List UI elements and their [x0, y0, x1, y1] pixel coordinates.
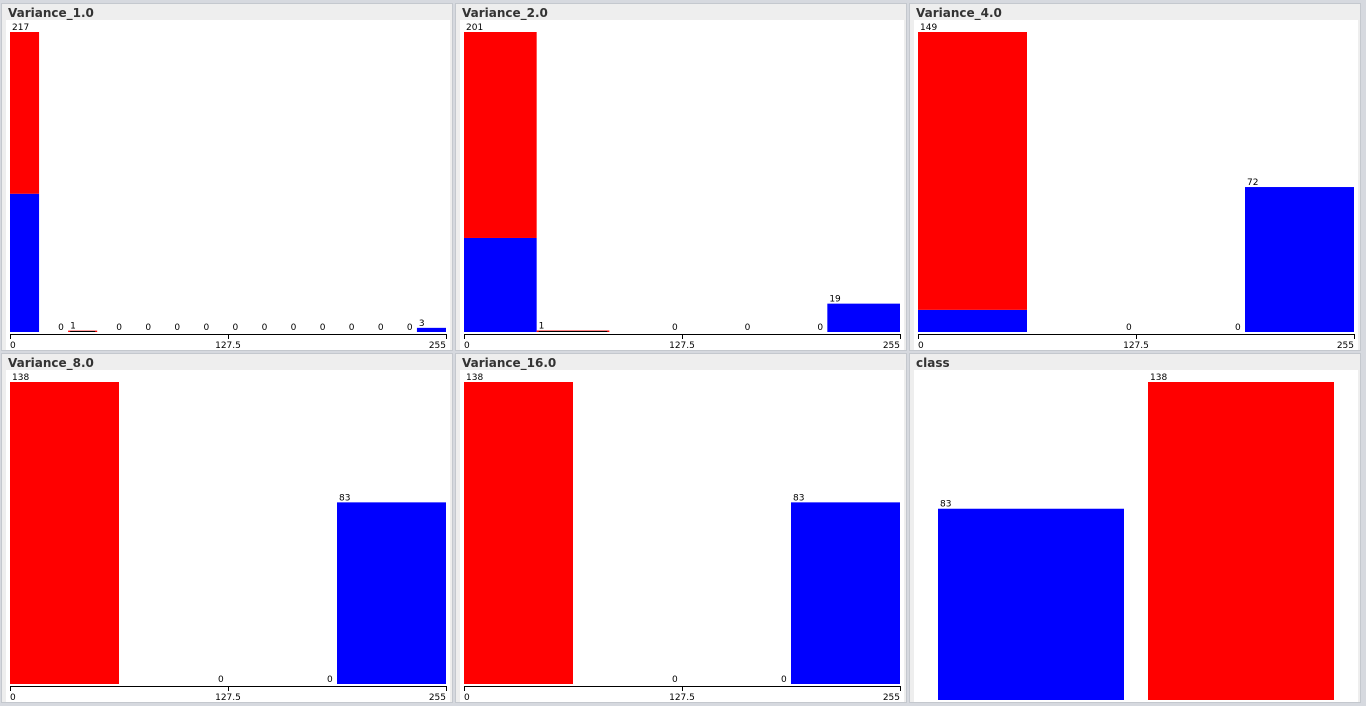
bar-segment-class-b	[10, 382, 119, 684]
bar-segment-class-a	[918, 309, 1027, 332]
bar-count-label: 0	[817, 323, 823, 333]
histogram-panel-variance-16: Variance_16.0 138 0 0 83 0 127.5 255	[455, 353, 907, 703]
histogram-panel-class: class 83 138	[909, 353, 1361, 703]
bar-count-label: 0	[291, 323, 297, 333]
x-axis-tick-label: 0	[464, 341, 470, 350]
x-axis-tick-label: 127.5	[215, 341, 241, 350]
panel-title: Variance_4.0	[916, 6, 1002, 20]
bar-segment-class-b	[464, 32, 537, 238]
x-axis-tick-label: 255	[429, 693, 446, 702]
panel-title: Variance_2.0	[462, 6, 548, 20]
x-axis-tick-label: 0	[10, 341, 16, 350]
bar-segment-class-a	[791, 502, 900, 684]
bar-count-label: 1	[70, 322, 76, 332]
bar-count-label: 0	[672, 323, 678, 333]
bar-count-label: 149	[920, 23, 937, 33]
panel-title: class	[916, 356, 950, 370]
bar-count-label: 0	[745, 323, 751, 333]
bar-count-label: 0	[320, 323, 326, 333]
x-axis-tick-label: 0	[918, 341, 924, 350]
bar-count-label: 0	[327, 675, 333, 685]
x-axis-tick-label: 0	[10, 693, 16, 702]
bar-count-label: 0	[218, 675, 224, 685]
x-axis-tick-label: 127.5	[215, 693, 241, 702]
bar-count-label: 138	[1150, 373, 1167, 383]
bar-segment-class-a	[10, 193, 40, 332]
bar-count-label: 138	[466, 373, 483, 383]
bar-count-label: 3	[419, 319, 425, 329]
bar-count-label: 0	[1126, 323, 1132, 333]
histogram-plot: 138 0 0 83 0 127.5 255	[460, 370, 904, 702]
bar-segment-class-a	[1245, 187, 1354, 332]
histogram-panel-variance-8: Variance_8.0 138 0 0 83 0 127.5 255	[1, 353, 453, 703]
histogram-plot: 149 0 0 72 0 127.5 255	[914, 20, 1358, 350]
bar-count-label: 0	[233, 323, 239, 333]
x-axis-tick-label: 255	[883, 341, 900, 350]
bar-count-label: 0	[145, 323, 151, 333]
bar-count-label: 83	[940, 500, 951, 510]
histogram-plot: 138 0 0 83 0 127.5 255	[6, 370, 450, 702]
x-axis-tick-label: 127.5	[669, 341, 695, 350]
x-axis-tick-label: 255	[1337, 341, 1354, 350]
bar-count-label: 0	[262, 323, 268, 333]
panel-title: Variance_1.0	[8, 6, 94, 20]
bar-count-label: 0	[174, 323, 180, 333]
panel-title: Variance_8.0	[8, 356, 94, 370]
bar-count-label: 0	[203, 323, 209, 333]
bar-segment-class-b	[918, 32, 1027, 310]
bar-count-label: 0	[672, 675, 678, 685]
bar-count-label: 201	[466, 23, 483, 33]
bar-segment-class-b	[10, 32, 40, 194]
histogram-panel-variance-1: Variance_1.0 217 0 1 0 0 0 0 0 0 0 0 0 0 0 3 0 127.5 255	[1, 3, 453, 351]
histogram-plot: 83 138	[914, 370, 1358, 702]
bar-count-label: 0	[349, 323, 355, 333]
bar-segment-class-a	[337, 502, 446, 684]
bar-count-label: 138	[12, 373, 29, 383]
bar-segment-class-a	[827, 303, 900, 332]
bar-count-label: 83	[793, 493, 804, 503]
bar-count-label: 83	[339, 493, 350, 503]
bar-segment-class-a	[416, 327, 446, 332]
histogram-plot: 201 1 0 0 0 19 0 127.5 255	[460, 20, 904, 350]
bar-count-label: 0	[407, 323, 413, 333]
bar-count-label: 217	[12, 23, 29, 33]
histogram-panel-variance-4: Variance_4.0 149 0 0 72 0 127.5 255	[909, 3, 1361, 351]
bar-count-label: 72	[1247, 178, 1258, 188]
bar-segment-class-a	[464, 237, 537, 332]
bar-segment-class-b	[464, 382, 573, 684]
bar-segment-class-a	[938, 508, 1124, 700]
x-axis-tick-label: 255	[429, 341, 446, 350]
bar-count-label: 0	[1235, 323, 1241, 333]
histogram-panel-variance-2: Variance_2.0 201 1 0 0 0 19 0 127.5 255	[455, 3, 907, 351]
x-axis-tick-label: 127.5	[1123, 341, 1149, 350]
bar-count-label: 1	[539, 322, 545, 332]
bar-count-label: 19	[829, 295, 841, 305]
bar-count-label: 0	[781, 675, 787, 685]
x-axis-tick-label: 0	[464, 693, 470, 702]
x-axis-tick-label: 127.5	[669, 693, 695, 702]
bar-count-label: 0	[116, 323, 122, 333]
panel-title: Variance_16.0	[462, 356, 557, 370]
bar-count-label: 0	[58, 323, 64, 333]
bar-count-label: 0	[378, 323, 384, 333]
bar-segment-class-b	[1148, 382, 1334, 700]
x-axis-tick-label: 255	[883, 693, 900, 702]
